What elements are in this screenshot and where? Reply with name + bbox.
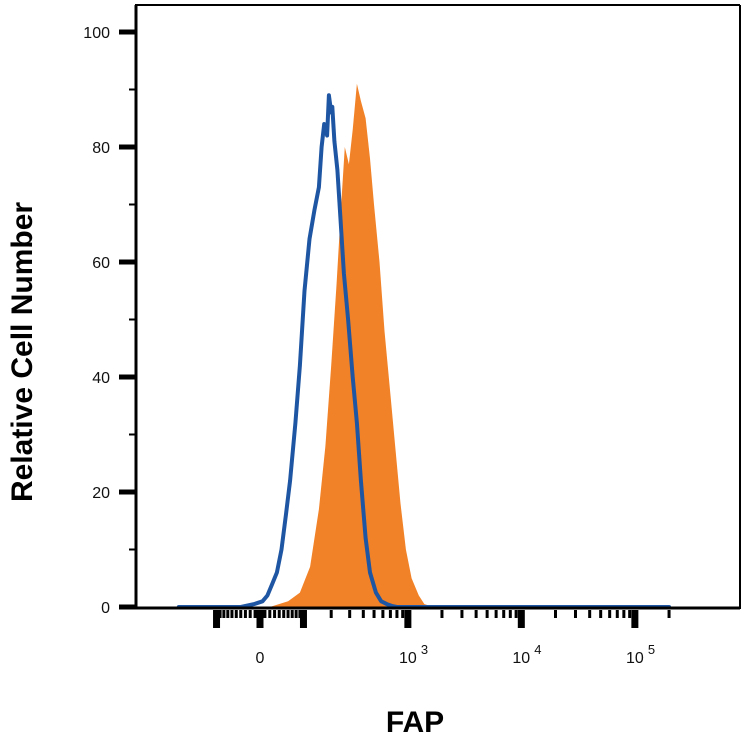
y-tick-label-20: 20 (92, 485, 110, 502)
x-minor-tick (230, 610, 234, 618)
y-tick-20 (119, 489, 136, 495)
x-minor-tick (615, 610, 619, 618)
x-minor-tick (485, 610, 489, 618)
x-minor-tick (282, 610, 286, 618)
x-minor-tick (474, 610, 478, 618)
y-minor-tick (129, 318, 136, 321)
x-minor-tick (622, 610, 626, 618)
y-minor-tick (129, 88, 136, 91)
x-major-tick (404, 610, 412, 628)
x-tick-label-exponent: 5 (648, 642, 655, 657)
x-minor-tick (372, 610, 376, 618)
y-tick-label-40: 40 (92, 370, 110, 387)
x-minor-tick (277, 610, 281, 618)
x-minor-tick (599, 610, 603, 618)
x-tick-label-exponent: 4 (534, 642, 541, 657)
y-minor-tick (129, 433, 136, 436)
x-minor-tick (460, 610, 464, 618)
x-minor-tick (253, 610, 257, 618)
x-minor-tick (226, 610, 230, 618)
x-minor-tick (298, 610, 302, 618)
x-minor-tick (395, 610, 399, 618)
x-tick-label-group: 10 4 (512, 642, 541, 667)
x-tick-label-base: 10 (626, 650, 644, 667)
x-minor-tick (401, 610, 405, 618)
x-minor-tick (381, 610, 385, 618)
y-tick-0 (119, 604, 136, 610)
x-minor-tick (494, 610, 498, 618)
histogram-filled-series-0 (250, 83, 462, 608)
x-major-tick (213, 610, 221, 628)
x-tick-label-group: 0 (256, 650, 265, 667)
y-tick-80 (119, 144, 136, 150)
y-minor-tick (129, 548, 136, 551)
y-tick-100 (119, 29, 136, 35)
x-major-tick (299, 610, 307, 628)
x-minor-tick (243, 610, 247, 618)
x-minor-tick (361, 610, 365, 618)
x-major-tick (517, 610, 525, 628)
x-tick-label-base: 10 (512, 650, 530, 667)
histogram-outline-series-1 (176, 93, 672, 609)
x-minor-tick (388, 610, 392, 618)
x-minor-tick (263, 610, 267, 618)
x-axis-ticks: 0 10 3 10 4 10 5 (213, 610, 671, 667)
x-minor-tick (234, 610, 238, 618)
x-minor-tick (588, 610, 592, 618)
x-minor-tick (239, 610, 243, 618)
x-minor-tick (329, 610, 333, 618)
x-major-tick (256, 610, 264, 628)
y-tick-label-60: 60 (92, 255, 110, 272)
x-minor-tick (553, 610, 557, 618)
series-layer (176, 83, 672, 609)
y-tick-label-0: 0 (101, 600, 110, 617)
x-major-tick (631, 610, 639, 628)
x-minor-tick (273, 610, 277, 618)
y-axis-ticks: 0 20 40 60 80 100 (83, 25, 136, 617)
y-tick-label-100: 100 (83, 25, 110, 42)
y-axis-title: Relative Cell Number (6, 202, 39, 502)
x-minor-tick (222, 610, 226, 618)
x-tick-label-base: 10 (399, 650, 417, 667)
x-minor-tick (268, 610, 272, 618)
x-tick-label-base: 0 (256, 650, 265, 667)
x-minor-tick (294, 610, 298, 618)
x-minor-tick (290, 610, 294, 618)
x-tick-label-group: 10 5 (626, 642, 655, 667)
x-minor-tick (608, 610, 612, 618)
x-minor-tick (573, 610, 577, 618)
x-minor-tick (248, 610, 252, 618)
x-minor-tick (348, 610, 352, 618)
x-minor-tick (218, 610, 222, 618)
x-minor-tick (440, 610, 444, 618)
y-tick-label-80: 80 (92, 140, 110, 157)
x-minor-tick (514, 610, 518, 618)
x-tick-label-group: 10 3 (399, 642, 428, 667)
x-minor-tick (508, 610, 512, 618)
x-axis-title: FAP (386, 706, 444, 739)
y-tick-60 (119, 259, 136, 265)
x-tick-label-exponent: 3 (421, 642, 428, 657)
x-minor-tick (286, 610, 290, 618)
y-tick-40 (119, 374, 136, 380)
x-minor-tick (502, 610, 506, 618)
x-minor-tick (628, 610, 632, 618)
x-minor-tick (667, 610, 671, 618)
y-minor-tick (129, 203, 136, 206)
